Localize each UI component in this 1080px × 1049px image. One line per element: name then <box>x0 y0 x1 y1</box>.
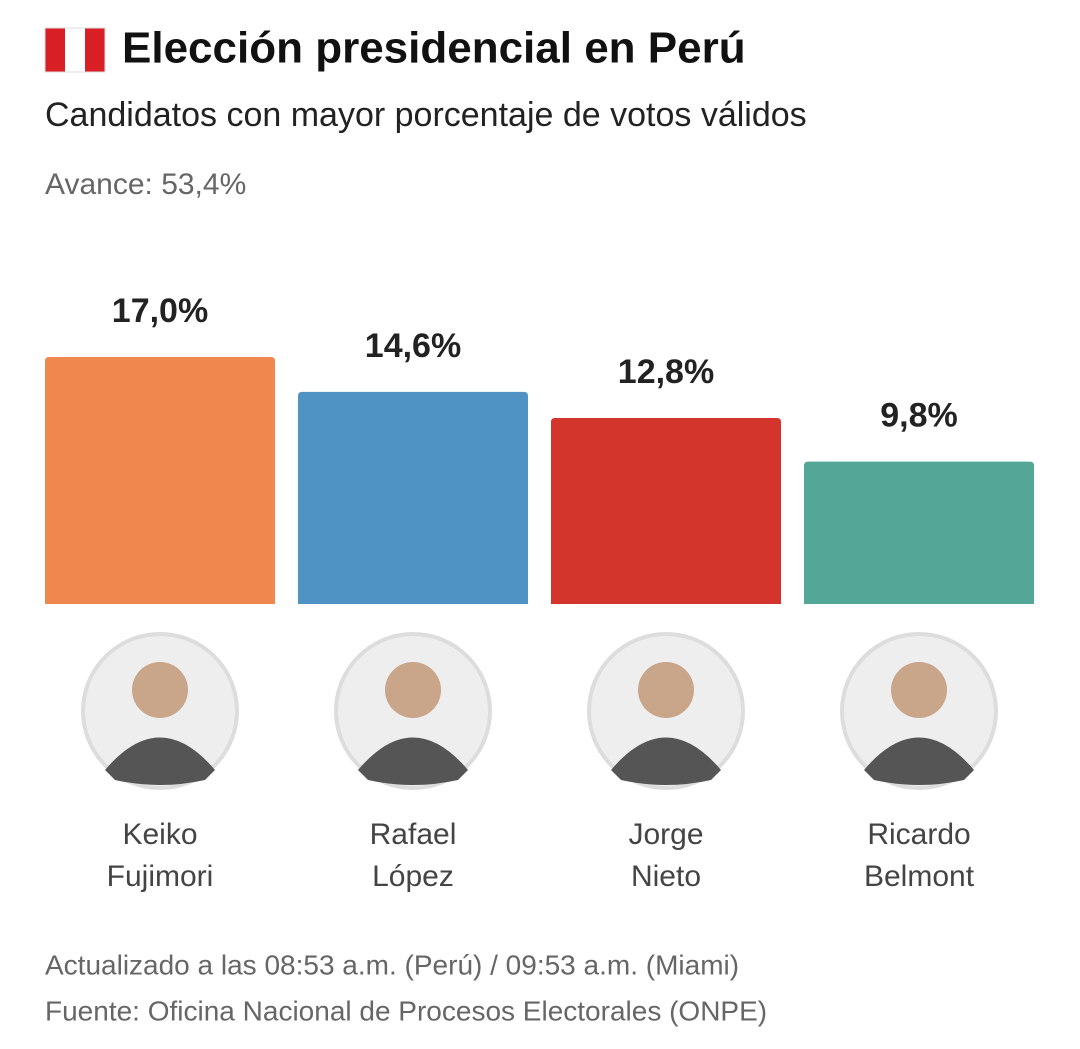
footer-source: Fuente: Oficina Nacional de Procesos Ele… <box>45 995 767 1026</box>
avatar-body <box>611 737 721 785</box>
candidate-name: Ricardo Belmont <box>863 818 975 893</box>
avatar-head <box>891 662 947 718</box>
chart-title: Elección presidencial en Perú <box>122 24 746 73</box>
bar <box>298 391 528 604</box>
bar <box>551 418 781 604</box>
value-label: 17,0% <box>112 292 208 330</box>
progress: Avance: 53,4% <box>45 168 246 201</box>
avatar-body <box>864 737 974 785</box>
subtitle: Candidatos con mayor porcentaje de votos… <box>45 96 807 134</box>
avatar-head <box>638 662 694 718</box>
value-label: 14,6% <box>365 327 461 365</box>
bar <box>45 357 275 604</box>
bar <box>804 461 1034 604</box>
candidate-name: Rafael López <box>369 818 457 893</box>
value-label: 9,8% <box>880 397 958 435</box>
value-label: 12,8% <box>618 353 714 391</box>
avatar-body <box>358 737 468 785</box>
footer-update: Actualizado a las 08:53 a.m. (Perú) / 09… <box>45 949 739 980</box>
avatar-body <box>105 737 215 785</box>
avatar-head <box>385 662 441 718</box>
flag <box>44 27 106 73</box>
candidate-name: Jorge Nieto <box>628 818 704 893</box>
avatar-head <box>132 662 188 718</box>
candidate-name: Keiko Fujimori <box>106 818 214 893</box>
